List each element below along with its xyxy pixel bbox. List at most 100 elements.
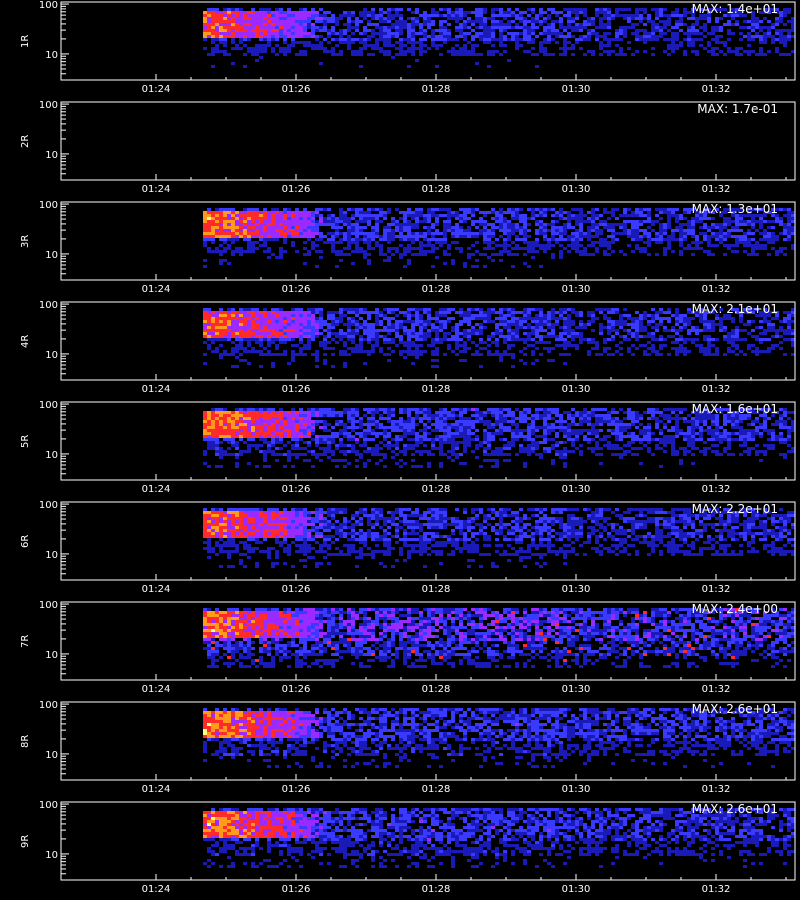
heatmap-cell [771, 238, 775, 241]
heatmap-cell [599, 311, 603, 314]
heatmap-cell [279, 226, 283, 229]
heatmap-cell [763, 35, 767, 38]
heatmap-cell [367, 35, 371, 38]
heatmap-cell [619, 53, 623, 56]
heatmap-cell [455, 17, 459, 20]
heatmap-cell [567, 11, 571, 14]
heatmap-cell [659, 353, 663, 356]
heatmap-cell [227, 32, 231, 35]
heatmap-cell [703, 335, 707, 338]
heatmap-cell [623, 211, 627, 214]
heatmap-cell [467, 317, 471, 320]
heatmap-cell [515, 235, 519, 238]
heatmap-cell [243, 26, 247, 29]
heatmap-cell [567, 41, 571, 44]
heatmap-cell [387, 8, 391, 11]
heatmap-cell [707, 238, 711, 241]
heatmap-cell [275, 11, 279, 14]
heatmap-cell [603, 347, 607, 350]
heatmap-cell [439, 238, 443, 241]
heatmap-cell [263, 411, 267, 414]
heatmap-cell [279, 335, 283, 338]
heatmap-cell [571, 208, 575, 211]
heatmap-cell [715, 35, 719, 38]
heatmap-cell [639, 35, 643, 38]
heatmap-cell [343, 253, 347, 256]
heatmap-cell [723, 335, 727, 338]
heatmap-cell [491, 53, 495, 56]
heatmap-cell [235, 326, 239, 329]
heatmap-cell [299, 332, 303, 335]
heatmap-cell [679, 14, 683, 17]
heatmap-cell [231, 241, 235, 244]
heatmap-cell [255, 420, 259, 423]
heatmap-cell [455, 44, 459, 47]
heatmap-cell [243, 317, 247, 320]
heatmap-cell [291, 29, 295, 32]
heatmap-cell [579, 238, 583, 241]
heatmap-cell [611, 38, 615, 41]
heatmap-cell [711, 323, 715, 326]
heatmap-cell [431, 350, 435, 353]
heatmap-cell [451, 14, 455, 17]
heatmap-cell [531, 217, 535, 220]
heatmap-cell [243, 238, 247, 241]
heatmap-cell [695, 29, 699, 32]
heatmap-cell [523, 29, 527, 32]
heatmap-cell [215, 217, 219, 220]
heatmap-cell [775, 8, 779, 11]
heatmap-cell [367, 317, 371, 320]
heatmap-cell [399, 23, 403, 26]
heatmap-cell [227, 417, 231, 420]
heatmap-cell [703, 329, 707, 332]
heatmap-cell [231, 41, 235, 44]
heatmap-cell [483, 26, 487, 29]
heatmap-cell [203, 432, 207, 435]
heatmap-cell [263, 335, 267, 338]
heatmap-cell [287, 320, 291, 323]
heatmap-cell [771, 232, 775, 235]
heatmap-cell [351, 26, 355, 29]
heatmap-cell [627, 8, 631, 11]
heatmap-cell [523, 362, 527, 365]
heatmap-cell [507, 329, 511, 332]
heatmap-cell [775, 344, 779, 347]
heatmap-cell [715, 47, 719, 50]
heatmap-cell [611, 338, 615, 341]
heatmap-cell [311, 11, 315, 14]
heatmap-cell [591, 329, 595, 332]
heatmap-cell [363, 226, 367, 229]
heatmap-cell [679, 20, 683, 23]
heatmap-cell [239, 41, 243, 44]
heatmap-cell [591, 211, 595, 214]
heatmap-cell [415, 11, 419, 14]
heatmap-cell [495, 326, 499, 329]
heatmap-cell [567, 320, 571, 323]
heatmap-cell [247, 335, 251, 338]
heatmap-cell [607, 329, 611, 332]
heatmap-cell [447, 332, 451, 335]
heatmap-cell [511, 317, 515, 320]
heatmap-cell [711, 38, 715, 41]
heatmap-cell [215, 414, 219, 417]
heatmap-cell [315, 223, 319, 226]
heatmap-cell [247, 208, 251, 211]
y-tick-label: 10 [45, 50, 58, 61]
heatmap-cell [515, 214, 519, 217]
heatmap-cell [207, 229, 211, 232]
heatmap-cell [239, 8, 243, 11]
heatmap-cell [607, 332, 611, 335]
heatmap-cell [351, 38, 355, 41]
heatmap-cell [619, 29, 623, 32]
heatmap-cell [203, 426, 207, 429]
heatmap-cell [255, 444, 259, 447]
heatmap-cell [239, 320, 243, 323]
heatmap-cell [563, 323, 567, 326]
heatmap-cell [459, 311, 463, 314]
heatmap-cell [387, 226, 391, 229]
heatmap-cell [311, 214, 315, 217]
heatmap-cell [507, 244, 511, 247]
heatmap-cell [259, 47, 263, 50]
heatmap-cell [247, 414, 251, 417]
heatmap-cell [223, 23, 227, 26]
